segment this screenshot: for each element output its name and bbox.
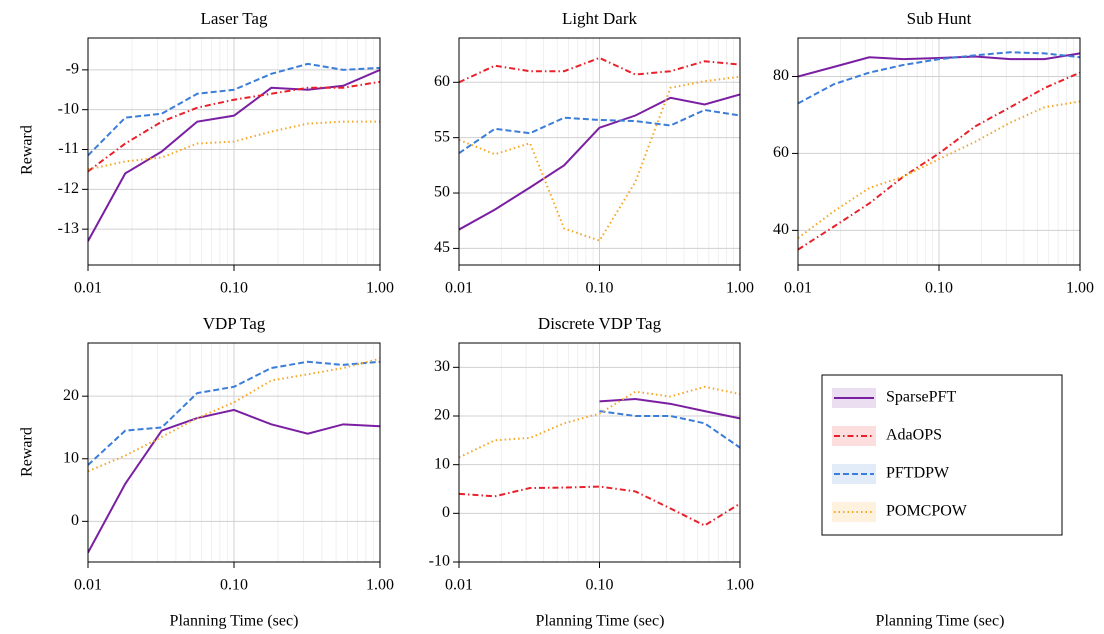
y-tick-label: 0	[71, 512, 79, 529]
series-line	[88, 120, 380, 171]
series-line	[88, 360, 380, 466]
subplot: VDP Tag 0.01 0.10 1.00 0 10 20	[63, 314, 394, 594]
axes-frame	[87, 342, 381, 563]
series-line	[88, 408, 380, 554]
series-line	[798, 52, 1080, 78]
y-tick-label: -9	[66, 61, 79, 78]
y-tick-label: 30	[434, 358, 450, 375]
x-axis-label: Planning Time (sec)	[536, 613, 665, 630]
series-line	[88, 62, 380, 157]
axes-frame	[87, 37, 381, 266]
x-tick-label: 1.00	[366, 577, 394, 594]
y-tick-label: -12	[58, 180, 79, 197]
subplot-title: Sub Hunt	[907, 9, 972, 28]
series-line	[798, 71, 1080, 251]
x-tick-label: 0.10	[220, 577, 248, 594]
y-tick-label: -10	[429, 553, 450, 570]
series-line	[459, 75, 740, 242]
x-tick-label: 0.10	[586, 280, 614, 297]
series-line	[459, 385, 740, 459]
axes-frame	[458, 342, 741, 563]
subplot-title: VDP Tag	[203, 314, 266, 333]
series-line	[798, 100, 1080, 239]
x-axis-label: Planning Time (sec)	[170, 613, 299, 630]
x-tick-label: 0.10	[925, 280, 953, 297]
x-axis-label: Planning Time (sec)	[876, 613, 1005, 630]
y-tick-label: -10	[58, 100, 79, 117]
series-line	[88, 357, 380, 473]
series-line	[459, 93, 740, 231]
legend-label: AdaOPS	[886, 427, 942, 444]
x-tick-label: 0.10	[220, 280, 248, 297]
y-tick-label: 10	[63, 449, 79, 466]
series-line	[88, 80, 380, 173]
y-tick-label: 50	[434, 184, 450, 201]
x-tick-label: 0.01	[784, 280, 812, 297]
x-tick-label: 1.00	[726, 577, 754, 594]
x-tick-label: 0.10	[586, 577, 614, 594]
series-line	[88, 68, 380, 242]
x-tick-label: 0.01	[445, 280, 473, 297]
axes-frame	[797, 37, 1081, 266]
y-tick-label: 60	[773, 144, 789, 161]
y-tick-label: 20	[434, 407, 450, 424]
y-tick-label: 20	[63, 387, 79, 404]
series-line	[798, 51, 1080, 105]
subplot: Light Dark 0.01 0.10 1.00 45 50 55 60	[434, 9, 754, 297]
x-tick-label: 0.01	[74, 280, 102, 297]
legend-label: PFTDPW	[886, 465, 950, 482]
axes-frame	[458, 37, 741, 266]
legend-swatch-band	[832, 426, 876, 446]
x-tick-label: 1.00	[366, 280, 394, 297]
y-tick-label: -11	[58, 140, 79, 157]
y-tick-label: 80	[773, 67, 789, 84]
y-tick-label: 60	[434, 73, 450, 90]
x-tick-label: 0.01	[74, 577, 102, 594]
series-line	[459, 108, 740, 154]
y-tick-label: 55	[434, 128, 450, 145]
legend-label: SparsePFT	[886, 389, 956, 406]
x-tick-label: 1.00	[1066, 280, 1094, 297]
y-tick-label: 10	[434, 455, 450, 472]
y-axis-label: Reward	[19, 125, 36, 175]
series-line	[599, 410, 740, 449]
y-tick-label: 0	[442, 504, 450, 521]
subplot-title: Light Dark	[562, 9, 638, 28]
subplot-title: Discrete VDP Tag	[538, 314, 662, 333]
subplot-title: Laser Tag	[201, 9, 268, 28]
y-tick-label: 45	[434, 239, 450, 256]
x-tick-label: 0.01	[445, 577, 473, 594]
x-tick-label: 1.00	[726, 280, 754, 297]
legend-box	[821, 374, 1063, 536]
y-tick-label: 40	[773, 221, 789, 238]
subplot: Sub Hunt 0.01 0.10 1.00 40 60 80	[773, 9, 1094, 297]
legend-swatch-band	[832, 502, 876, 522]
y-axis-label: Reward	[19, 427, 36, 477]
y-tick-label: -13	[58, 220, 79, 237]
series-line	[459, 56, 740, 84]
legend-label: POMCPOW	[886, 503, 968, 520]
subplot: Discrete VDP Tag 0.01 0.10 1.00 -10 0 10 20 30	[429, 314, 754, 594]
subplot: Laser Tag 0.01 0.10 1.00 -13 -12 -11 -10 -9	[58, 9, 394, 297]
